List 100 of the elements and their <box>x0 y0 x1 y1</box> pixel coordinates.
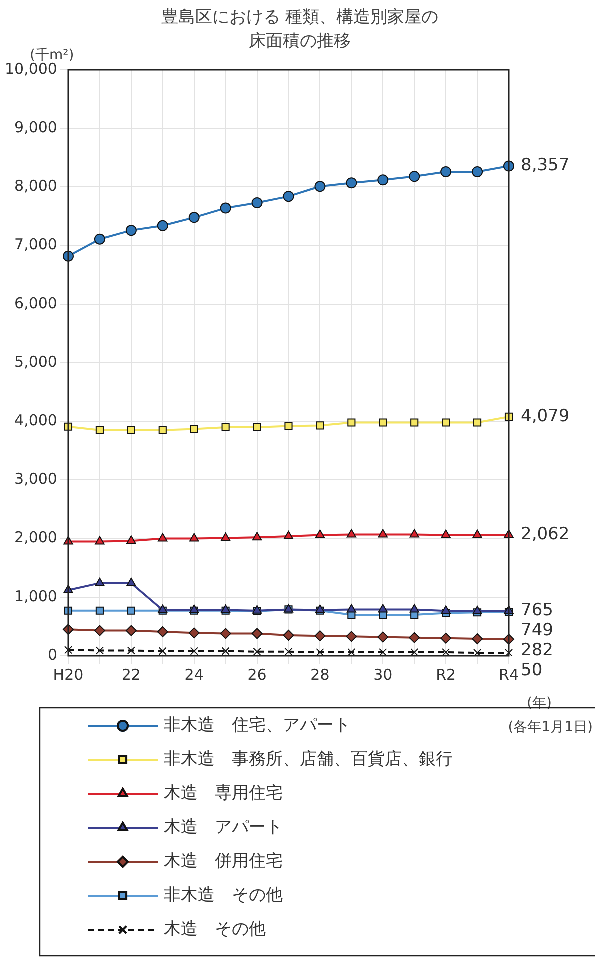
y-tick-label: 5,000 <box>14 352 58 371</box>
data-label: 4,079 <box>521 406 570 426</box>
point <box>348 418 356 427</box>
point <box>440 632 452 644</box>
point <box>188 628 200 639</box>
x-tick-label: 28 <box>310 666 330 684</box>
data-label: 765 <box>521 600 554 621</box>
data-label: 2,062 <box>521 524 570 545</box>
point <box>474 649 482 656</box>
point <box>94 234 106 245</box>
point <box>314 630 326 642</box>
point <box>284 530 294 540</box>
y-tick-label: 0 <box>48 646 58 664</box>
point <box>283 630 294 641</box>
point <box>316 422 324 430</box>
point <box>95 536 105 545</box>
point <box>348 648 356 656</box>
legend-label: 非木造 その他 <box>164 885 283 906</box>
point <box>474 418 482 427</box>
point <box>127 646 136 655</box>
point <box>220 628 232 640</box>
point <box>158 533 168 542</box>
point <box>190 647 198 656</box>
data-label: 50 <box>521 660 543 681</box>
point <box>96 606 104 615</box>
point <box>190 425 198 434</box>
data-label: 282 <box>521 640 554 661</box>
point <box>410 648 419 656</box>
legend-label: 非木造 住宅、アパート <box>164 715 351 736</box>
point <box>379 648 388 656</box>
y-tick-label: 3,000 <box>14 470 58 488</box>
x-tick-label: 22 <box>122 666 141 684</box>
point <box>95 578 105 586</box>
point <box>441 530 451 538</box>
point <box>409 632 420 644</box>
point <box>284 648 293 656</box>
point <box>346 529 357 538</box>
x-tick-label: R2 <box>436 666 456 684</box>
point <box>284 422 293 430</box>
text: (各年1月1日) <box>508 720 593 736</box>
point <box>127 606 136 615</box>
point <box>126 578 136 586</box>
point <box>96 646 104 655</box>
y-tick-label: 1,000 <box>14 587 58 606</box>
data-label: 749 <box>521 620 554 641</box>
point <box>378 529 388 538</box>
point <box>440 166 452 178</box>
legend-label: 木造 併用住宅 <box>164 851 283 872</box>
point <box>220 532 231 542</box>
point <box>96 426 104 434</box>
point <box>252 532 262 541</box>
point <box>314 181 326 192</box>
point <box>252 198 263 209</box>
point <box>504 649 514 656</box>
x-tick-label: H20 <box>53 666 84 684</box>
point <box>442 418 450 427</box>
point <box>442 648 450 656</box>
legend-label: 木造 専用住宅 <box>164 783 283 804</box>
y-tick-label: 2,000 <box>14 528 58 547</box>
y-tick-label: 7,000 <box>14 236 58 254</box>
legend-label: 非木造 事務所、店舗、百貨店、銀行 <box>164 749 453 770</box>
legend-label: 木造 その他 <box>164 919 266 940</box>
point <box>253 423 262 432</box>
point <box>378 632 389 643</box>
point <box>252 628 263 640</box>
point <box>346 178 358 189</box>
point <box>127 426 136 434</box>
point <box>472 530 482 538</box>
x-tick-label: 30 <box>374 666 393 684</box>
point <box>472 634 484 645</box>
point <box>409 171 420 182</box>
y-tick-label: 6,000 <box>14 294 58 312</box>
point <box>158 426 167 434</box>
point <box>378 174 389 186</box>
point <box>378 604 388 613</box>
point <box>441 606 451 614</box>
point <box>222 423 230 432</box>
point <box>220 202 232 214</box>
point <box>410 529 420 538</box>
point <box>253 648 262 656</box>
point <box>379 418 388 427</box>
point <box>157 626 168 638</box>
x-tick-label: 26 <box>248 666 267 684</box>
point <box>346 631 358 642</box>
point <box>126 536 136 544</box>
point <box>472 606 482 614</box>
point <box>410 418 419 427</box>
x-tick-label: 24 <box>184 666 204 684</box>
point <box>346 604 357 613</box>
legend-label: 木造 アパート <box>164 817 283 838</box>
data-label: 8,357 <box>521 156 570 176</box>
point <box>126 225 137 236</box>
point <box>64 646 73 654</box>
point <box>188 212 200 224</box>
chart-title: 豊島区における 種類、構造別家屋の床面積の推移 <box>161 7 439 52</box>
point <box>157 220 168 232</box>
y-tick-label: 4,000 <box>14 411 58 430</box>
point <box>222 647 230 656</box>
point <box>283 191 294 202</box>
x-tick-label: R4 <box>499 666 519 684</box>
